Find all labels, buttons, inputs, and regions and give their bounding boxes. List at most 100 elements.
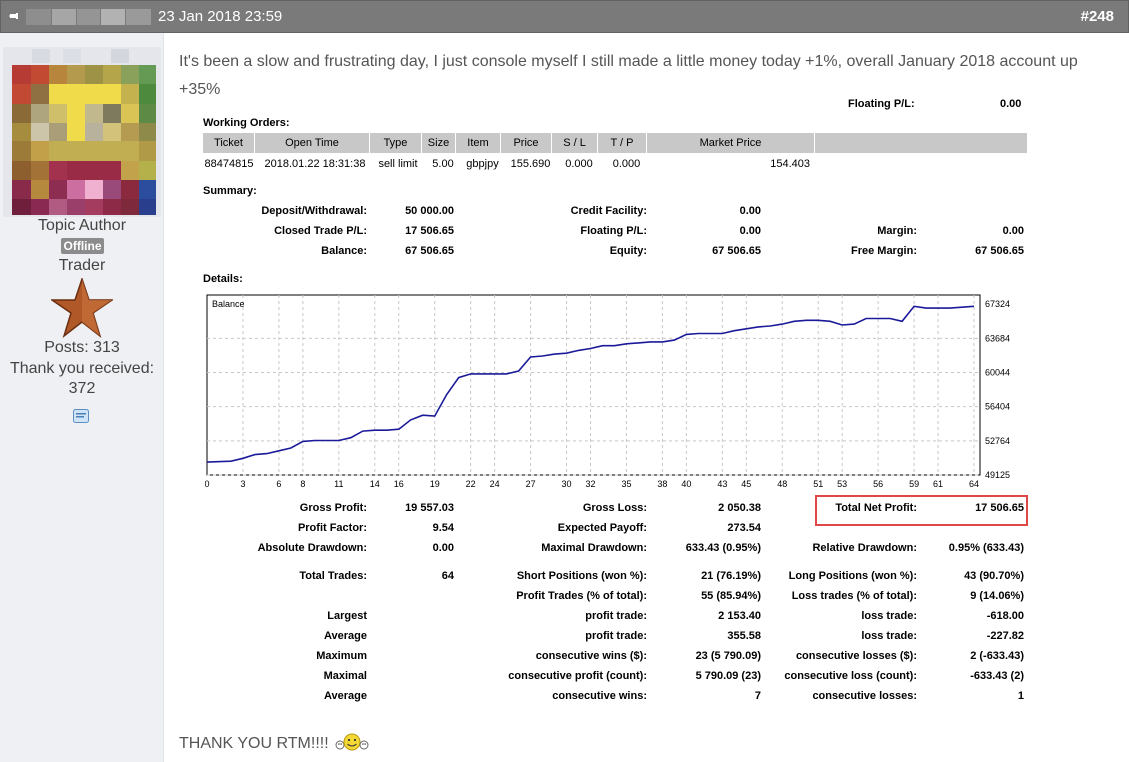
balance-value: 67 506.65 — [405, 245, 454, 257]
x-tick-label: 48 — [777, 479, 787, 489]
chart-title: Balance — [212, 299, 245, 309]
x-tick-label: 14 — [370, 479, 380, 489]
average-consecutive-wins-label: consecutive wins: — [552, 690, 647, 702]
profit-trades-label: Profit Trades (% of total): — [516, 590, 647, 602]
credit-value: 0.00 — [739, 205, 761, 217]
average-profit-trade-label: profit trade: — [585, 630, 647, 642]
order-type: sell limit — [378, 158, 418, 170]
chart-plot-area — [206, 294, 981, 476]
avatar[interactable] — [3, 47, 161, 217]
free-margin-label: Free Margin: — [850, 245, 917, 257]
y-tick-label: 56404 — [985, 402, 1010, 412]
average-consecutive-losses-label: consecutive losses: — [812, 690, 917, 702]
author-sidebar: Topic Author Offline Trader Posts: 313 T… — [0, 33, 164, 762]
x-tick-label: 6 — [276, 479, 281, 489]
long-positions-value: 43 (90.70%) — [964, 570, 1024, 582]
maximal-consecutive-loss-value: -633.43 (2) — [970, 670, 1024, 682]
star-rank-icon — [51, 278, 113, 338]
profit-trades-value: 55 (85.94%) — [701, 590, 761, 602]
x-tick-label: 30 — [562, 479, 572, 489]
message-icon[interactable] — [73, 409, 89, 423]
total-net-profit-value: 17 506.65 — [975, 502, 1024, 514]
x-tick-label: 38 — [657, 479, 667, 489]
order-ticket: 88474815 — [204, 158, 254, 170]
maximum-consecutive-losses-value: 2 (-633.43) — [970, 650, 1024, 662]
x-tick-label: 8 — [300, 479, 305, 489]
equity-label: Equity: — [609, 245, 647, 257]
average-consecutive-losses-value: 1 — [1017, 690, 1024, 702]
col-tp: T / P — [598, 133, 647, 153]
average-loss-trade-label: loss trade: — [861, 630, 917, 642]
maximal-consecutive-loss-label: consecutive loss (count): — [784, 670, 917, 682]
thanks-label: Thank you received: — [9, 360, 155, 377]
total-net-highlight-box — [815, 495, 1028, 526]
expected-payoff-value: 273.54 — [727, 522, 761, 534]
thanks-text: THANK YOU RTM!!!! — [179, 735, 329, 752]
loss-trades-value: 9 (14.06%) — [970, 590, 1024, 602]
x-tick-label: 64 — [969, 479, 979, 489]
col-size: Size — [422, 133, 456, 153]
cut-label: Floating P/L: — [848, 98, 915, 110]
deposit-label: Deposit/Withdrawal: — [261, 205, 367, 217]
y-tick-label: 60044 — [985, 368, 1010, 378]
average-label: Average — [323, 630, 367, 642]
largest-loss-trade-value: -618.00 — [986, 610, 1024, 622]
y-tick-label: 52764 — [985, 436, 1010, 446]
working-orders-title: Working Orders: — [203, 117, 290, 129]
col-market-price: Market Price — [647, 133, 815, 153]
total-trades-label: Total Trades: — [299, 570, 367, 582]
average-consecutive-wins-value: 7 — [754, 690, 761, 702]
col-item: Item — [456, 133, 501, 153]
smiley-icon — [335, 733, 369, 751]
maximum-consecutive-losses-label: consecutive losses ($): — [795, 650, 917, 662]
x-tick-label: 16 — [394, 479, 404, 489]
x-tick-label: 45 — [741, 479, 751, 489]
maximal-consecutive-profit-value: 5 790.09 (23) — [695, 670, 761, 682]
largest-label: Largest — [327, 610, 367, 622]
col-open-time: Open Time — [255, 133, 370, 153]
closed-pl-value: 17 506.65 — [405, 225, 454, 237]
relative-drawdown-value: 0.95% (633.43) — [948, 542, 1024, 554]
floating-pl-label: Floating P/L: — [580, 225, 647, 237]
x-tick-label: 43 — [717, 479, 727, 489]
order-sl: 0.000 — [565, 158, 593, 170]
balance-series-line — [206, 305, 975, 463]
col-price: Price — [501, 133, 552, 153]
maximum-consecutive-wins-value: 23 (5 790.09) — [695, 650, 761, 662]
balance-label: Balance: — [321, 245, 367, 257]
x-tick-label: 19 — [430, 479, 440, 489]
col-sl: S / L — [552, 133, 598, 153]
status-badge: Offline — [61, 238, 104, 254]
x-tick-label: 24 — [490, 479, 500, 489]
y-tick-label: 49125 — [985, 470, 1010, 480]
pin-icon[interactable] — [9, 11, 19, 21]
x-axis-ticks: 0 3 6 8 11 14 16 19 22 24 27 30 32 35 38 40 43 45 48 51 53 56… — [205, 479, 979, 489]
x-tick-label: 27 — [526, 479, 536, 489]
gross-profit-value: 19 557.03 — [405, 502, 454, 514]
largest-loss-trade-label: loss trade: — [861, 610, 917, 622]
absolute-drawdown-value: 0.00 — [432, 542, 454, 554]
largest-profit-trade-label: profit trade: — [585, 610, 647, 622]
total-net-profit-label: Total Net Profit: — [835, 502, 917, 514]
floating-pl-value: 0.00 — [739, 225, 761, 237]
equity-value: 67 506.65 — [712, 245, 761, 257]
maximum-label: Maximum — [316, 650, 367, 662]
post-header: 23 Jan 2018 23:59 #248 — [0, 0, 1129, 33]
credit-label: Credit Facility: — [570, 205, 647, 217]
post-count: Posts: 313 — [44, 339, 120, 356]
loss-trades-label: Loss trades (% of total): — [791, 590, 917, 602]
short-positions-value: 21 (76.19%) — [701, 570, 761, 582]
author-rank: Trader — [58, 257, 106, 274]
order-item: gbpjpy — [466, 158, 499, 170]
x-tick-label: 56 — [873, 479, 883, 489]
order-tp: 0.000 — [612, 158, 641, 170]
x-tick-label: 35 — [621, 479, 631, 489]
post-number-link[interactable]: #248 — [1080, 8, 1114, 25]
short-positions-label: Short Positions (won %): — [516, 570, 647, 582]
order-current-price: 154.403 — [770, 158, 810, 170]
x-tick-label: 11 — [334, 479, 343, 489]
x-tick-label: 59 — [909, 479, 919, 489]
largest-profit-trade-value: 2 153.40 — [718, 610, 761, 622]
free-margin-value: 67 506.65 — [975, 245, 1024, 257]
orders-table-header: Ticket Open Time Type Size Item Price S … — [203, 133, 1027, 153]
